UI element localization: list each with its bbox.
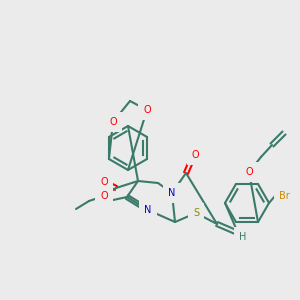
Text: H: H (239, 232, 247, 242)
Text: O: O (100, 191, 108, 201)
Text: O: O (143, 105, 151, 115)
Text: S: S (193, 208, 199, 218)
Text: O: O (109, 117, 117, 127)
Text: O: O (245, 167, 253, 177)
Text: N: N (144, 205, 152, 215)
Text: Br: Br (279, 191, 290, 201)
Text: O: O (100, 177, 108, 187)
Text: N: N (168, 188, 176, 198)
Text: O: O (192, 151, 199, 160)
